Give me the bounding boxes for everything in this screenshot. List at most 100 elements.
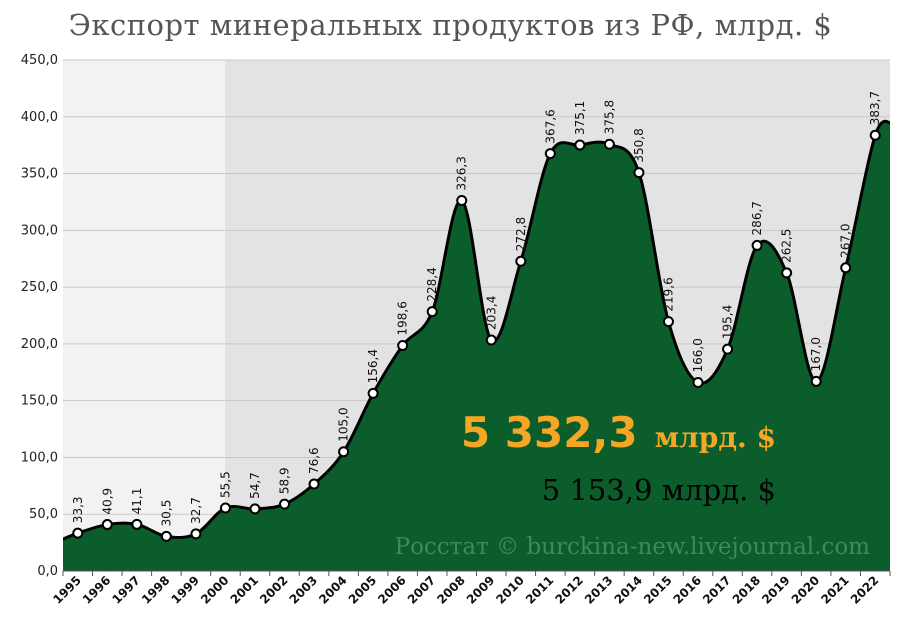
data-label: 55,5 bbox=[218, 471, 232, 498]
data-point bbox=[456, 194, 468, 206]
x-tick-label: 2008 bbox=[434, 573, 468, 607]
x-tick-label: 2015 bbox=[641, 573, 675, 607]
x-tick-label: 2006 bbox=[375, 573, 409, 607]
y-tick-label: 150,0 bbox=[21, 394, 58, 409]
x-tick-label: 2000 bbox=[198, 573, 232, 607]
x-tick-label: 2005 bbox=[346, 573, 380, 607]
data-point bbox=[131, 518, 143, 530]
data-label: 32,7 bbox=[189, 497, 203, 524]
x-tick-label: 2013 bbox=[582, 573, 616, 607]
data-label: 267,0 bbox=[839, 223, 853, 257]
x-tick-label: 2002 bbox=[257, 573, 291, 607]
data-point bbox=[308, 478, 320, 490]
data-label: 33,3 bbox=[71, 496, 85, 523]
y-tick-label: 300,0 bbox=[21, 223, 58, 238]
data-point bbox=[544, 148, 556, 160]
data-point bbox=[810, 375, 822, 387]
data-point bbox=[603, 138, 615, 150]
x-tick-label: 2021 bbox=[818, 573, 852, 607]
y-tick-label: 50,0 bbox=[29, 507, 58, 522]
x-tick-label: 2003 bbox=[287, 573, 321, 607]
data-point bbox=[751, 239, 763, 251]
x-tick-label: 2007 bbox=[405, 573, 439, 607]
data-label: 105,0 bbox=[337, 407, 351, 441]
x-tick-label: 2012 bbox=[552, 573, 586, 607]
x-tick-label: 2022 bbox=[848, 573, 882, 607]
data-label: 228,4 bbox=[425, 267, 439, 301]
x-tick-label: 2001 bbox=[228, 573, 262, 607]
data-label: 367,6 bbox=[543, 109, 557, 143]
y-tick-label: 450,0 bbox=[21, 53, 58, 68]
y-tick-label: 200,0 bbox=[21, 337, 58, 352]
data-label: 350,8 bbox=[632, 128, 646, 162]
x-tick-label: 2020 bbox=[789, 573, 823, 607]
chart-title: Экспорт минеральных продуктов из РФ, млр… bbox=[68, 8, 833, 42]
data-point bbox=[722, 343, 734, 355]
x-tick-label: 2004 bbox=[316, 573, 350, 607]
data-label: 58,9 bbox=[278, 467, 292, 494]
data-label: 286,7 bbox=[750, 201, 764, 235]
x-tick-label: 2018 bbox=[730, 573, 764, 607]
y-tick-label: 350,0 bbox=[21, 167, 58, 182]
data-label: 40,9 bbox=[100, 488, 114, 515]
data-point bbox=[190, 528, 202, 540]
data-point bbox=[840, 262, 852, 274]
data-label: 375,1 bbox=[573, 101, 587, 135]
x-tick-label: 2014 bbox=[612, 573, 646, 607]
data-point bbox=[485, 334, 497, 346]
data-label: 167,0 bbox=[809, 337, 823, 371]
data-label: 272,8 bbox=[514, 217, 528, 251]
data-point bbox=[869, 129, 881, 141]
data-label: 166,0 bbox=[691, 338, 705, 372]
x-axis-labels: 1995199619971998199920002001200220032004… bbox=[50, 573, 881, 607]
plot-background-early bbox=[63, 60, 225, 571]
x-tick-label: 2017 bbox=[700, 573, 734, 607]
y-tick-label: 100,0 bbox=[21, 450, 58, 465]
x-tick-label: 2011 bbox=[523, 573, 557, 607]
x-tick-label: 1996 bbox=[80, 573, 114, 607]
x-tick-label: 2016 bbox=[671, 573, 705, 607]
x-tick-label: 1999 bbox=[169, 573, 203, 607]
x-axis-ticks bbox=[62, 571, 891, 576]
data-label: 195,4 bbox=[721, 305, 735, 339]
y-axis-ticks: 0,0 50,0 100,0 150,0 200,0 250,0 300,0 350,0 400… bbox=[21, 53, 58, 579]
x-tick-label: 2010 bbox=[493, 573, 527, 607]
y-tick-label: 250,0 bbox=[21, 280, 58, 295]
data-point bbox=[367, 387, 379, 399]
y-tick-label: 400,0 bbox=[21, 110, 58, 125]
total-primary-value: 5 332,3 bbox=[461, 408, 638, 457]
x-tick-label: 2019 bbox=[759, 573, 793, 607]
data-point bbox=[338, 446, 350, 458]
total-primary: 5 332,3 млрд. $ bbox=[461, 408, 776, 457]
area-fill bbox=[63, 121, 890, 571]
data-label: 76,6 bbox=[307, 447, 321, 474]
data-point bbox=[72, 527, 84, 539]
data-points bbox=[72, 129, 881, 542]
x-tick-label: 1997 bbox=[109, 573, 143, 607]
total-primary-unit: млрд. $ bbox=[655, 421, 776, 454]
data-point bbox=[515, 255, 527, 267]
data-point bbox=[692, 376, 704, 388]
data-point bbox=[574, 139, 586, 151]
data-labels: 33,3 40,9 41,1 30,5 32,7 55,5 54,7 58,9 76,6 105,… bbox=[71, 91, 882, 526]
y-tick-label: 0,0 bbox=[37, 564, 58, 579]
data-point bbox=[426, 306, 438, 318]
data-label: 41,1 bbox=[130, 488, 144, 515]
data-label: 156,4 bbox=[366, 349, 380, 383]
series-area bbox=[63, 119, 890, 571]
data-point bbox=[219, 502, 231, 514]
data-label: 198,6 bbox=[396, 301, 410, 335]
x-tick-label: 2009 bbox=[464, 573, 498, 607]
source-credit: Росстат © burckina-new.livejournal.com bbox=[395, 534, 871, 560]
data-point bbox=[781, 267, 793, 279]
data-label: 262,5 bbox=[780, 229, 794, 263]
data-label: 375,8 bbox=[602, 100, 616, 134]
series-line bbox=[63, 119, 890, 541]
data-point bbox=[101, 519, 113, 531]
data-point bbox=[279, 498, 291, 510]
data-label: 54,7 bbox=[248, 472, 262, 499]
data-point bbox=[397, 339, 409, 351]
data-point bbox=[633, 167, 645, 179]
data-point bbox=[249, 503, 261, 515]
